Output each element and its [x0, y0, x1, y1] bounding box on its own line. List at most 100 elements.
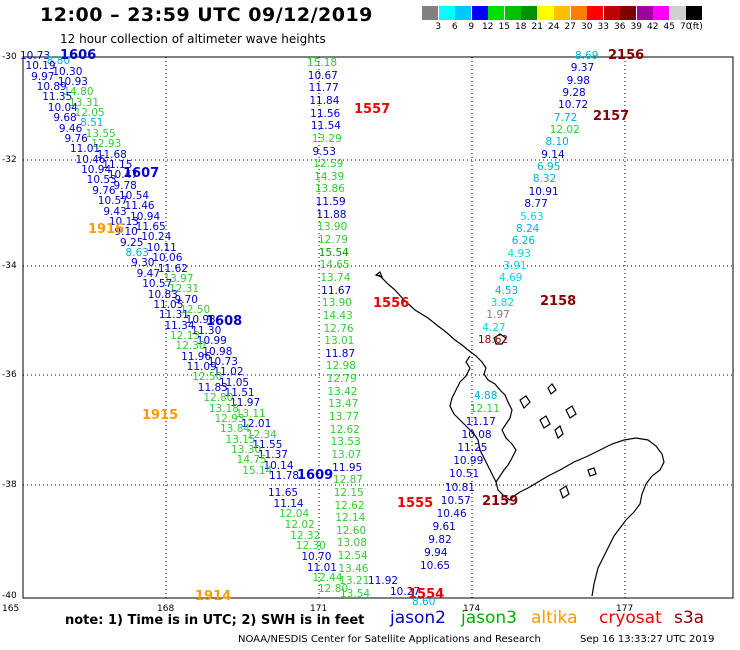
wave-height-value: 8.32: [532, 173, 557, 186]
wave-height-value: 12.80: [318, 583, 349, 595]
wave-height-value: 12.31: [169, 283, 200, 296]
colorbar-swatch: [537, 6, 554, 20]
wave-height-value: 8.63: [125, 247, 149, 260]
wave-height-value: 5.63: [520, 210, 544, 223]
colorbar-label: 33: [597, 22, 609, 32]
wave-height-value: 13.47: [328, 398, 359, 411]
wave-height-value: 8.51: [80, 117, 104, 130]
wave-height-value: 1.97: [486, 309, 510, 322]
wave-height-value: 9.14: [541, 148, 565, 161]
colorbar-label: 36: [614, 22, 626, 32]
wave-height-value: 11.68: [96, 148, 127, 161]
wave-height-value: 11.25: [457, 442, 488, 455]
legend-cryosat: cryosat: [599, 608, 662, 628]
lon-label: 174: [463, 604, 481, 614]
colorbar-swatch: [554, 6, 570, 20]
wave-height-value: 13.54: [340, 588, 371, 600]
wave-height-value: 11.05: [153, 298, 184, 311]
wave-height-value: 13.21: [339, 575, 370, 588]
wave-height-value: 11.83: [197, 381, 228, 394]
wave-height-value: 11.02: [213, 366, 244, 379]
wave-height-value: 10.65: [420, 560, 451, 572]
wave-height-value: 9.97: [31, 70, 55, 83]
colorbar-swatch: [669, 6, 686, 20]
colorbar-label: 6: [451, 22, 458, 32]
wave-height-value: 10.46: [436, 507, 467, 520]
wave-height-value: 12.59: [313, 158, 344, 171]
colorbar-label: 9: [468, 22, 475, 32]
wave-height-value: 10.13: [108, 215, 139, 228]
wave-height-value: 10.46: [75, 153, 106, 166]
colorbar-swatch: [438, 6, 455, 20]
wave-height-value: 8.24: [515, 222, 540, 235]
wave-height-value: 13.77: [329, 411, 360, 423]
wave-height-value: 10.06: [152, 252, 183, 265]
wave-height-value: 11.55: [252, 438, 283, 451]
wave-height-value: 12.60: [336, 524, 367, 537]
wave-height-value: 13.29: [311, 132, 342, 145]
footnote: note: 1) Time is in UTC; 2) SWH is in fe…: [65, 613, 365, 628]
pass-time-label: 1609: [297, 468, 334, 483]
pass-time-label: 2159: [482, 494, 519, 509]
wave-height-value: 14.39: [314, 170, 345, 183]
wave-height-value: 15.18: [307, 57, 338, 69]
wave-height-value: 11.17: [465, 416, 496, 429]
wave-height-value: 10.99: [196, 335, 227, 348]
wave-height-value: 11.77: [308, 82, 339, 95]
pass-time-label: 1607: [123, 166, 160, 181]
wave-height-value: 12.34: [246, 428, 277, 441]
legend-s3a: s3a: [674, 608, 705, 628]
lat-label: -38: [2, 480, 17, 490]
pass-time-label: 1915: [142, 408, 179, 423]
wave-height-value: 10.91: [528, 185, 559, 198]
wave-height-value: 8.60: [412, 596, 436, 608]
lat-label: -40: [2, 591, 17, 601]
wave-height-value: 13.53: [330, 436, 361, 449]
wave-height-value: 8.10: [545, 136, 569, 149]
wave-height-value: 10.73: [207, 355, 238, 368]
wave-height-value: 11.84: [309, 94, 340, 107]
pass-time-label: 1556: [373, 296, 410, 311]
wave-height-value: 9.25: [120, 236, 144, 249]
wave-height-value: 10.67: [307, 69, 338, 82]
legend-jason2: jason2: [390, 608, 446, 628]
wave-height-value: 14.65: [319, 259, 350, 272]
wave-height-value: 11.46: [124, 200, 155, 213]
wave-height-value: 11.01: [70, 143, 101, 156]
wave-height-value: 9.28: [562, 87, 586, 100]
wave-height-value: 10.98: [202, 345, 233, 358]
wave-height-value: 13.01: [324, 335, 355, 348]
wave-height-value: 12.87: [332, 474, 363, 487]
lon-label: 165: [2, 604, 20, 614]
wave-height-value: 11.87: [325, 347, 356, 360]
lat-label: -32: [2, 155, 17, 165]
wave-height-value: 13.84: [220, 423, 251, 436]
wave-height-value: 12.50: [180, 304, 211, 317]
wave-height-value: 10.04: [47, 101, 78, 114]
wave-height-value: 8.80: [46, 55, 71, 68]
wave-height-value: 13.18: [208, 402, 239, 415]
wave-height-value: 12.98: [325, 360, 356, 373]
wave-height-value: 4.69: [499, 272, 523, 285]
wave-height-value: 7.72: [553, 111, 578, 124]
wave-height-value: 9.10: [114, 226, 138, 239]
wave-height-value: 13.31: [69, 96, 100, 109]
colorbar-swatch: [471, 6, 488, 20]
wave-height-value: 10.57: [440, 494, 471, 507]
wave-height-value: 10.19: [25, 60, 56, 73]
wave-height-value: 9.70: [174, 293, 198, 306]
coastline-new-zealand: [374, 271, 665, 597]
legend-altika: altika: [531, 608, 578, 628]
wave-height-value: 9.76: [64, 132, 88, 145]
wave-height-value: 14.43: [322, 309, 353, 322]
plot-frame: [22, 56, 734, 599]
wave-height-value: 4.27: [482, 321, 506, 334]
wave-height-value: 13.97: [163, 272, 194, 285]
wave-height-value: 11.92: [368, 575, 399, 587]
wave-height-value: 11.09: [186, 361, 217, 374]
lat-label: -34: [2, 261, 17, 271]
colorbar-swatch: [504, 6, 521, 20]
wave-height-value: 12.79: [318, 234, 349, 246]
wave-height-value: 10.70: [301, 551, 332, 563]
